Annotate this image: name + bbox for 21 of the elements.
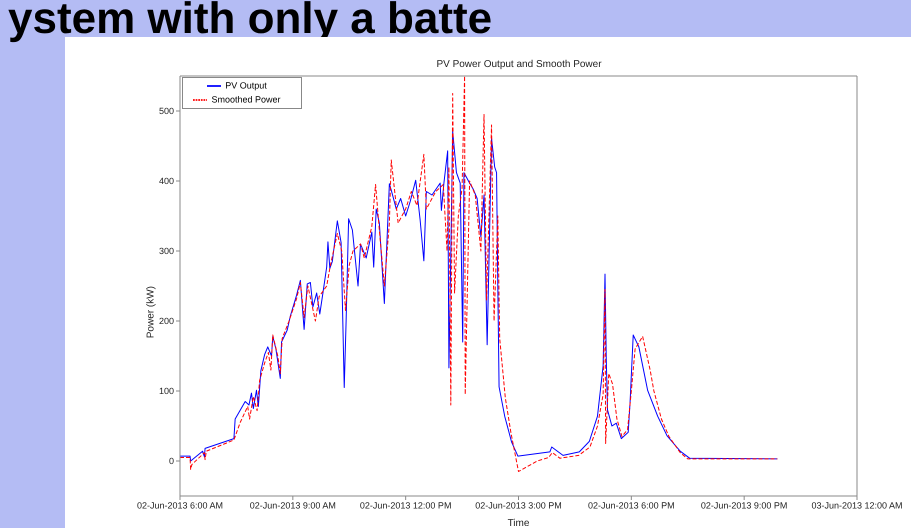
x-tick-label: 02-Jun-2013 9:00 PM — [700, 500, 788, 510]
legend-label: PV Output — [225, 80, 267, 90]
x-tick-label: 02-Jun-2013 6:00 AM — [136, 500, 224, 510]
x-tick-label: 03-Jun-2013 12:00 AM — [811, 500, 903, 510]
line-series — [180, 76, 778, 472]
x-tick-label: 02-Jun-2013 6:00 PM — [588, 500, 675, 510]
y-tick-label: 0 — [168, 456, 174, 466]
slide-heading: ystem with only a batte — [8, 0, 492, 44]
legend-label: Smoothed Power — [211, 94, 281, 104]
x-tick-label: 02-Jun-2013 9:00 AM — [250, 500, 336, 510]
y-axis-title: Power (kW) — [146, 286, 157, 338]
x-tick-label: 02-Jun-2013 12:00 PM — [360, 500, 452, 510]
y-tick-label: 100 — [158, 386, 174, 396]
y-tick-label: 200 — [158, 316, 174, 326]
y-tick-label: 400 — [158, 176, 174, 186]
x-tick-label: 02-Jun-2013 3:00 PM — [475, 500, 562, 510]
x-axis-title: Time — [508, 518, 530, 528]
y-tick-label: 500 — [158, 106, 174, 116]
y-tick-label: 300 — [158, 246, 174, 256]
chart-title: PV Power Output and Smooth Power — [435, 59, 603, 70]
line-series — [180, 130, 778, 462]
